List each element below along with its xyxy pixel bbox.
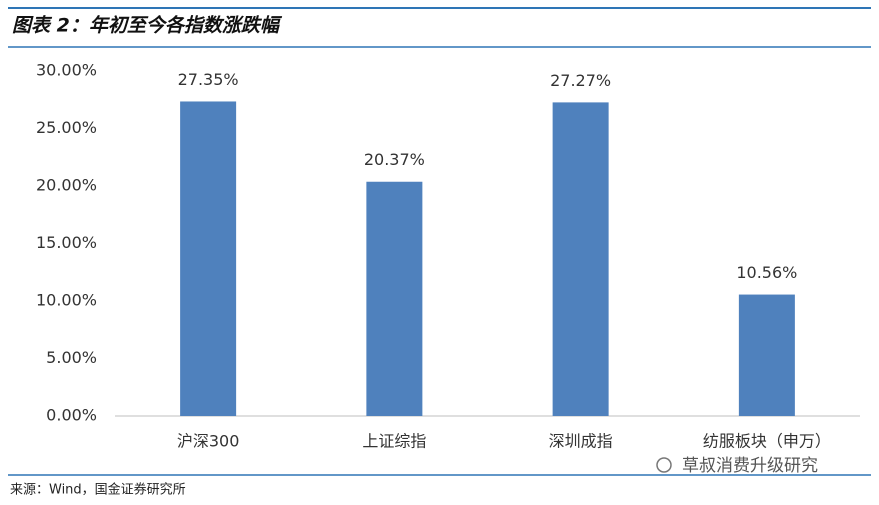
value-label: 27.27% <box>550 71 611 90</box>
y-tick-label: 10.00% <box>36 291 97 310</box>
watermark: 草叔消费升级研究 <box>682 456 818 476</box>
x-tick-label: 上证综指 <box>362 432 426 451</box>
watermark-icon <box>656 457 672 473</box>
source: 来源：Wind，国金证券研究所 <box>10 482 186 498</box>
value-label: 27.35% <box>178 70 239 89</box>
value-label: 10.56% <box>736 263 797 282</box>
bar <box>366 181 423 416</box>
y-tick-label: 15.00% <box>36 233 97 252</box>
y-tick-label: 0.00% <box>46 406 97 425</box>
y-tick-label: 30.00% <box>36 61 97 80</box>
y-tick-label: 25.00% <box>36 118 97 137</box>
value-label: 20.37% <box>364 150 425 169</box>
y-tick-label: 5.00% <box>46 348 97 367</box>
bar <box>738 294 795 416</box>
x-tick-label: 深圳成指 <box>549 432 613 451</box>
chart-title: 图表 2：年初至今各指数涨跌幅 <box>12 15 283 37</box>
x-tick-label: 纺服板块（申万） <box>703 432 831 451</box>
y-tick-label: 20.00% <box>36 176 97 195</box>
x-tick-label: 沪深300 <box>177 432 240 451</box>
bar <box>180 101 237 416</box>
bar <box>552 102 609 417</box>
